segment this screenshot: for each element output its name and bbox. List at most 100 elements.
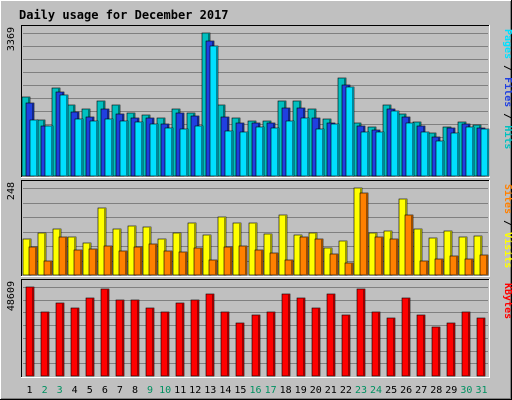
bar-kbytes-day-17 bbox=[266, 311, 276, 377]
panel-kbytes: 48609 KBytes bbox=[6, 279, 512, 378]
day-label: 13 bbox=[204, 385, 216, 396]
bar-pages-day-13 bbox=[209, 45, 219, 177]
bar-sites-day-14 bbox=[223, 246, 233, 276]
bar-kbytes-day-29 bbox=[446, 322, 456, 377]
bar-pages-day-30 bbox=[465, 126, 475, 177]
bar-sites-day-22 bbox=[344, 262, 354, 276]
axis-max-label: 48609 bbox=[6, 281, 17, 311]
legend-entry-1: / bbox=[502, 214, 512, 232]
bar-sites-day-24 bbox=[374, 236, 384, 276]
bar-pages-day-2 bbox=[44, 125, 54, 177]
bar-kbytes-day-5 bbox=[85, 297, 95, 377]
bar-sites-day-21 bbox=[329, 253, 339, 276]
bar-sites-day-16 bbox=[254, 249, 264, 276]
legend-entry-0: Sites bbox=[502, 184, 512, 214]
bar-pages-day-21 bbox=[330, 123, 340, 177]
bar-sites-day-19 bbox=[299, 236, 309, 276]
day-label: 11 bbox=[174, 385, 186, 396]
bar-sites-day-17 bbox=[269, 252, 279, 276]
bar-visits-day-14 bbox=[217, 216, 227, 276]
bar-kbytes-day-16 bbox=[251, 314, 261, 377]
bar-sites-day-8 bbox=[133, 246, 143, 276]
bar-pages-day-20 bbox=[315, 128, 325, 177]
bar-pages-day-16 bbox=[255, 126, 265, 177]
bar-pages-day-12 bbox=[194, 125, 204, 177]
bar-pages-day-9 bbox=[149, 123, 159, 177]
bar-visits-day-30 bbox=[458, 236, 468, 276]
bar-kbytes-day-26 bbox=[401, 297, 411, 377]
day-label: 5 bbox=[87, 385, 93, 396]
bar-visits-day-13 bbox=[202, 234, 212, 276]
bar-visits-day-29 bbox=[443, 230, 453, 276]
series-legend: KBytes bbox=[502, 283, 512, 319]
bar-kbytes-day-19 bbox=[296, 297, 306, 377]
bar-kbytes-day-10 bbox=[160, 311, 170, 377]
bar-sites-day-13 bbox=[208, 259, 218, 276]
bar-sites-day-6 bbox=[103, 245, 113, 276]
series-legend: Sites / Visits bbox=[502, 184, 512, 268]
day-label: 31 bbox=[475, 385, 487, 396]
bar-kbytes-day-6 bbox=[100, 288, 110, 377]
bar-visits-day-22 bbox=[338, 240, 348, 276]
day-label: 4 bbox=[72, 385, 78, 396]
day-label: 9 bbox=[147, 385, 153, 396]
axis-max-label: 248 bbox=[6, 182, 17, 200]
bar-pages-day-5 bbox=[89, 120, 99, 177]
day-label: 8 bbox=[132, 385, 138, 396]
bar-pages-day-25 bbox=[390, 110, 400, 177]
bar-sites-day-26 bbox=[404, 214, 414, 276]
day-label: 6 bbox=[102, 385, 108, 396]
day-label: 22 bbox=[340, 385, 352, 396]
bar-kbytes-day-22 bbox=[341, 314, 351, 377]
bar-sites-day-29 bbox=[449, 255, 459, 276]
bar-visits-day-28 bbox=[428, 237, 438, 276]
day-label: 16 bbox=[249, 385, 261, 396]
bar-sites-day-18 bbox=[284, 259, 294, 276]
legend-entry-1: / bbox=[502, 59, 512, 77]
day-label: 14 bbox=[219, 385, 231, 396]
bar-kbytes-day-14 bbox=[220, 311, 230, 377]
day-label: 3 bbox=[57, 385, 63, 396]
bar-sites-day-7 bbox=[118, 250, 128, 276]
bar-kbytes-day-9 bbox=[145, 307, 155, 377]
panel-hits-files-pages: 3369 Pages / Files / Hits bbox=[6, 25, 512, 178]
bar-sites-day-12 bbox=[193, 247, 203, 276]
bar-kbytes-day-18 bbox=[281, 293, 291, 377]
bar-sites-day-10 bbox=[163, 250, 173, 276]
bar-sites-day-1 bbox=[28, 246, 38, 276]
bar-sites-day-9 bbox=[148, 243, 158, 276]
day-label: 19 bbox=[295, 385, 307, 396]
day-label: 23 bbox=[355, 385, 367, 396]
bar-kbytes-day-30 bbox=[461, 311, 471, 377]
bar-pages-day-10 bbox=[164, 127, 174, 177]
bar-kbytes-day-24 bbox=[371, 311, 381, 377]
day-label: 21 bbox=[325, 385, 337, 396]
chart-title: Daily usage for December 2017 bbox=[19, 8, 229, 22]
day-label: 25 bbox=[385, 385, 397, 396]
bar-kbytes-day-11 bbox=[175, 302, 185, 377]
bar-kbytes-day-28 bbox=[431, 326, 441, 377]
day-label: 29 bbox=[445, 385, 457, 396]
bar-pages-day-22 bbox=[345, 86, 355, 177]
legend-entry-0: KBytes bbox=[502, 283, 512, 319]
bar-sites-day-23 bbox=[359, 192, 369, 276]
legend-entry-3: / bbox=[502, 107, 512, 125]
day-label: 18 bbox=[280, 385, 292, 396]
bar-pages-day-8 bbox=[134, 121, 144, 177]
bar-kbytes-day-3 bbox=[55, 302, 65, 377]
bar-pages-day-4 bbox=[74, 118, 84, 177]
bar-kbytes-day-12 bbox=[190, 299, 200, 377]
day-label: 15 bbox=[234, 385, 246, 396]
bar-visits-day-16 bbox=[248, 222, 258, 276]
bar-pages-day-23 bbox=[360, 131, 370, 177]
bar-sites-day-2 bbox=[43, 260, 53, 276]
bar-pages-day-7 bbox=[119, 120, 129, 177]
panel-visits-sites: 248 Sites / Visits bbox=[6, 180, 512, 277]
bar-sites-day-25 bbox=[389, 238, 399, 276]
bar-pages-day-18 bbox=[285, 120, 295, 177]
day-label: 17 bbox=[265, 385, 277, 396]
bar-kbytes-day-8 bbox=[130, 299, 140, 377]
bar-sites-day-5 bbox=[88, 248, 98, 276]
bar-kbytes-day-27 bbox=[416, 314, 426, 377]
bar-kbytes-day-23 bbox=[356, 288, 366, 377]
